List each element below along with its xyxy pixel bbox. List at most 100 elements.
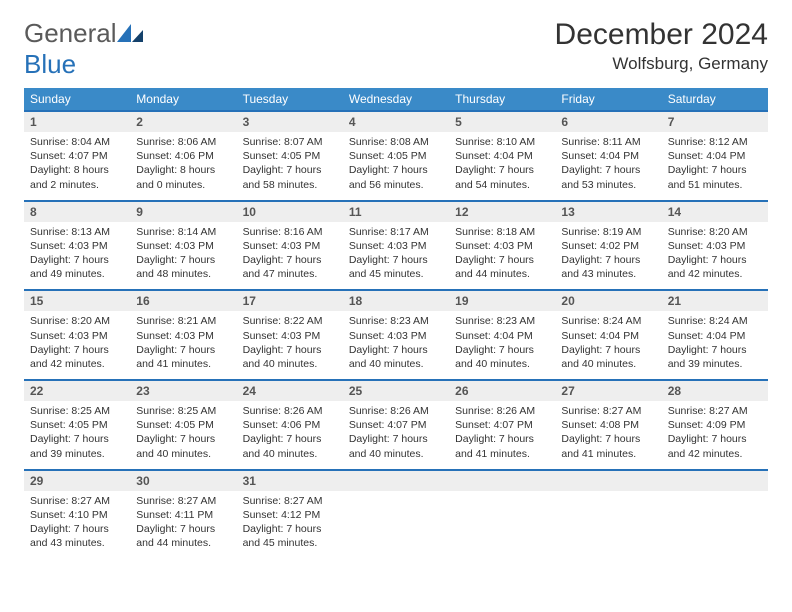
day-number-cell: 5 <box>449 112 555 132</box>
sunset-text: Sunset: 4:03 PM <box>30 239 124 253</box>
dow-header-cell: Tuesday <box>237 88 343 110</box>
day-number-row: 891011121314 <box>24 200 768 222</box>
sunrise-text: Sunrise: 8:12 AM <box>668 135 762 149</box>
day-number-cell: 6 <box>555 112 661 132</box>
day-number-cell: 20 <box>555 291 661 311</box>
sunset-text: Sunset: 4:10 PM <box>30 508 124 522</box>
day-number-cell: 14 <box>662 202 768 222</box>
daylight-text: Daylight: 7 hours and 40 minutes. <box>243 343 337 371</box>
day-content-cell: Sunrise: 8:27 AMSunset: 4:11 PMDaylight:… <box>130 491 236 559</box>
day-number-cell: 10 <box>237 202 343 222</box>
day-content-cell: Sunrise: 8:07 AMSunset: 4:05 PMDaylight:… <box>237 132 343 200</box>
daylight-text: Daylight: 7 hours and 40 minutes. <box>243 432 337 460</box>
sunrise-text: Sunrise: 8:27 AM <box>136 494 230 508</box>
daylight-text: Daylight: 7 hours and 47 minutes. <box>243 253 337 281</box>
day-content-cell: Sunrise: 8:20 AMSunset: 4:03 PMDaylight:… <box>24 311 130 379</box>
sunset-text: Sunset: 4:04 PM <box>668 329 762 343</box>
dow-header-row: SundayMondayTuesdayWednesdayThursdayFrid… <box>24 88 768 110</box>
brand-text: General Blue <box>24 18 143 80</box>
day-number-cell: 18 <box>343 291 449 311</box>
sunset-text: Sunset: 4:04 PM <box>561 149 655 163</box>
sunset-text: Sunset: 4:03 PM <box>30 329 124 343</box>
day-number-cell: 23 <box>130 381 236 401</box>
sunset-text: Sunset: 4:04 PM <box>561 329 655 343</box>
sunset-text: Sunset: 4:02 PM <box>561 239 655 253</box>
day-number-cell <box>662 471 768 491</box>
day-content-cell: Sunrise: 8:12 AMSunset: 4:04 PMDaylight:… <box>662 132 768 200</box>
sunset-text: Sunset: 4:08 PM <box>561 418 655 432</box>
sunset-text: Sunset: 4:06 PM <box>136 149 230 163</box>
sunrise-text: Sunrise: 8:18 AM <box>455 225 549 239</box>
sunset-text: Sunset: 4:05 PM <box>243 149 337 163</box>
sunrise-text: Sunrise: 8:20 AM <box>30 314 124 328</box>
day-number-cell: 9 <box>130 202 236 222</box>
sunset-text: Sunset: 4:04 PM <box>455 149 549 163</box>
day-number-cell: 15 <box>24 291 130 311</box>
day-content-cell: Sunrise: 8:18 AMSunset: 4:03 PMDaylight:… <box>449 222 555 290</box>
day-number-cell: 7 <box>662 112 768 132</box>
sunrise-text: Sunrise: 8:27 AM <box>561 404 655 418</box>
dow-header-cell: Thursday <box>449 88 555 110</box>
daylight-text: Daylight: 7 hours and 40 minutes. <box>561 343 655 371</box>
daylight-text: Daylight: 7 hours and 39 minutes. <box>668 343 762 371</box>
sunrise-text: Sunrise: 8:19 AM <box>561 225 655 239</box>
day-number-cell: 3 <box>237 112 343 132</box>
day-content-cell: Sunrise: 8:21 AMSunset: 4:03 PMDaylight:… <box>130 311 236 379</box>
day-content-cell: Sunrise: 8:26 AMSunset: 4:07 PMDaylight:… <box>449 401 555 469</box>
daylight-text: Daylight: 7 hours and 44 minutes. <box>455 253 549 281</box>
day-content-cell: Sunrise: 8:08 AMSunset: 4:05 PMDaylight:… <box>343 132 449 200</box>
sunrise-text: Sunrise: 8:13 AM <box>30 225 124 239</box>
day-number-row: 293031 <box>24 469 768 491</box>
day-content-cell: Sunrise: 8:04 AMSunset: 4:07 PMDaylight:… <box>24 132 130 200</box>
sunrise-text: Sunrise: 8:24 AM <box>668 314 762 328</box>
brand-logo: General Blue <box>24 18 143 80</box>
sunrise-text: Sunrise: 8:10 AM <box>455 135 549 149</box>
day-content-row: Sunrise: 8:25 AMSunset: 4:05 PMDaylight:… <box>24 401 768 469</box>
day-content-cell: Sunrise: 8:26 AMSunset: 4:07 PMDaylight:… <box>343 401 449 469</box>
sunrise-text: Sunrise: 8:25 AM <box>30 404 124 418</box>
sunrise-text: Sunrise: 8:22 AM <box>243 314 337 328</box>
day-content-cell: Sunrise: 8:27 AMSunset: 4:12 PMDaylight:… <box>237 491 343 559</box>
sunset-text: Sunset: 4:07 PM <box>30 149 124 163</box>
dow-header-cell: Sunday <box>24 88 130 110</box>
sunset-text: Sunset: 4:05 PM <box>349 149 443 163</box>
sunrise-text: Sunrise: 8:23 AM <box>455 314 549 328</box>
sunset-text: Sunset: 4:03 PM <box>243 329 337 343</box>
daylight-text: Daylight: 7 hours and 39 minutes. <box>30 432 124 460</box>
day-content-cell: Sunrise: 8:19 AMSunset: 4:02 PMDaylight:… <box>555 222 661 290</box>
daylight-text: Daylight: 7 hours and 45 minutes. <box>349 253 443 281</box>
calendar-table: SundayMondayTuesdayWednesdayThursdayFrid… <box>24 88 768 558</box>
day-number-cell: 21 <box>662 291 768 311</box>
sunrise-text: Sunrise: 8:04 AM <box>30 135 124 149</box>
dow-header-cell: Saturday <box>662 88 768 110</box>
dow-header-cell: Wednesday <box>343 88 449 110</box>
day-content-cell: Sunrise: 8:14 AMSunset: 4:03 PMDaylight:… <box>130 222 236 290</box>
daylight-text: Daylight: 7 hours and 42 minutes. <box>668 253 762 281</box>
brand-word2: Blue <box>24 49 76 79</box>
sunset-text: Sunset: 4:07 PM <box>455 418 549 432</box>
sunrise-text: Sunrise: 8:20 AM <box>668 225 762 239</box>
day-number-cell: 8 <box>24 202 130 222</box>
day-number-row: 15161718192021 <box>24 289 768 311</box>
day-number-cell: 11 <box>343 202 449 222</box>
sunrise-text: Sunrise: 8:26 AM <box>455 404 549 418</box>
day-content-cell: Sunrise: 8:06 AMSunset: 4:06 PMDaylight:… <box>130 132 236 200</box>
header: General Blue December 2024 Wolfsburg, Ge… <box>24 18 768 80</box>
sunrise-text: Sunrise: 8:27 AM <box>668 404 762 418</box>
sunset-text: Sunset: 4:03 PM <box>349 329 443 343</box>
day-number-cell: 28 <box>662 381 768 401</box>
sunrise-text: Sunrise: 8:26 AM <box>349 404 443 418</box>
daylight-text: Daylight: 7 hours and 40 minutes. <box>349 343 443 371</box>
title-block: December 2024 Wolfsburg, Germany <box>555 18 768 74</box>
sunrise-text: Sunrise: 8:16 AM <box>243 225 337 239</box>
day-content-row: Sunrise: 8:13 AMSunset: 4:03 PMDaylight:… <box>24 222 768 290</box>
day-content-cell: Sunrise: 8:16 AMSunset: 4:03 PMDaylight:… <box>237 222 343 290</box>
daylight-text: Daylight: 7 hours and 49 minutes. <box>30 253 124 281</box>
day-content-cell: Sunrise: 8:23 AMSunset: 4:03 PMDaylight:… <box>343 311 449 379</box>
day-number-cell: 16 <box>130 291 236 311</box>
sunset-text: Sunset: 4:03 PM <box>136 329 230 343</box>
daylight-text: Daylight: 7 hours and 53 minutes. <box>561 163 655 191</box>
day-number-cell <box>343 471 449 491</box>
day-number-cell <box>555 471 661 491</box>
sunset-text: Sunset: 4:03 PM <box>455 239 549 253</box>
